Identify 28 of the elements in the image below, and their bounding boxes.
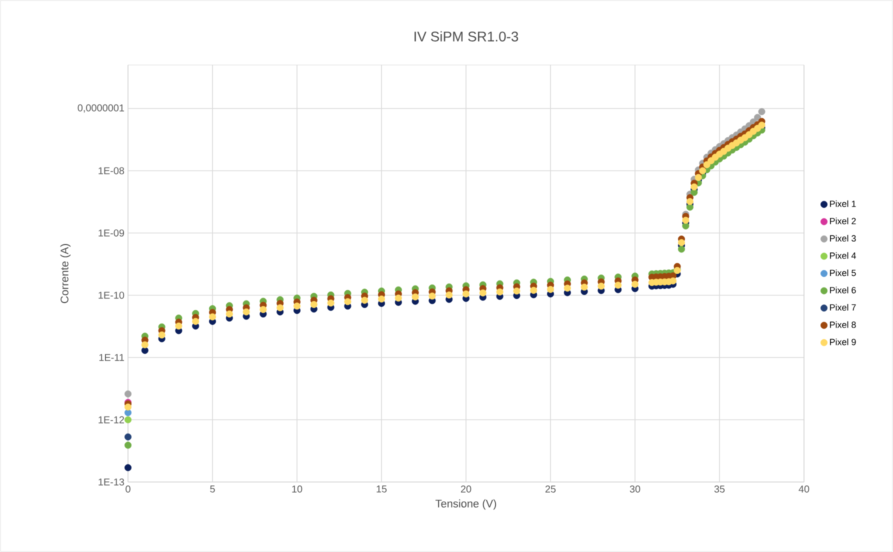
x-tick-label: 40: [798, 486, 810, 493]
x-tick-label: 25: [545, 486, 556, 493]
legend-label: Pixel 6: [830, 286, 856, 294]
legend-label: Pixel 8: [830, 321, 856, 328]
y-tick-label: 1E-13: [98, 478, 124, 486]
x-tick-label: 15: [376, 486, 387, 492]
x-tick-label: 10: [292, 486, 302, 493]
x-axis-title: Tensione (V): [436, 499, 496, 510]
legend-label: Pixel 7: [830, 304, 856, 311]
y-tick-label: 1E-12: [98, 416, 124, 424]
x-tick-label: 0: [126, 486, 130, 493]
legend-label: Pixel 1: [830, 200, 856, 207]
y-tick-label: 1E-08: [98, 167, 124, 174]
legend-label: Pixel 5: [830, 269, 856, 276]
x-tick-label: 30: [630, 486, 640, 493]
y-axis-title: Corrente (A): [60, 244, 71, 304]
legend-label: Pixel 9: [830, 338, 856, 346]
legend-label: Pixel 4: [830, 252, 856, 259]
chart-title: IV SiPM SR1.0-3: [414, 31, 518, 42]
y-tick-label: 1E-11: [99, 354, 124, 361]
legend-label: Pixel 2: [830, 218, 856, 224]
x-tick-label: 20: [460, 486, 472, 493]
x-tick-label: 35: [714, 486, 725, 493]
y-tick-label: 0,0000001: [78, 104, 124, 113]
x-tick-label: 5: [210, 486, 215, 492]
legend-label: Pixel 3: [830, 234, 856, 242]
y-tick-label: 1E-09: [98, 229, 124, 237]
y-tick-label: 1E-10: [98, 292, 124, 299]
